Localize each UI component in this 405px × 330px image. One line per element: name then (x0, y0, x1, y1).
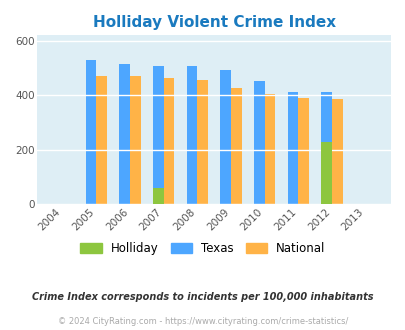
Bar (331, 99, 342, 204)
Title: Holliday Violent Crime Index: Holliday Violent Crime Index (92, 15, 335, 30)
Bar (264, 94, 275, 204)
Bar (298, 98, 308, 204)
Bar (287, 92, 298, 204)
Bar (119, 64, 130, 204)
Bar (186, 66, 197, 204)
Text: © 2024 CityRating.com - https://www.cityrating.com/crime-statistics/: © 2024 CityRating.com - https://www.city… (58, 317, 347, 326)
Bar (320, 92, 331, 204)
Bar (153, 66, 163, 204)
Bar (130, 76, 141, 204)
Bar (320, 142, 331, 204)
Bar (197, 80, 208, 204)
Bar (96, 76, 107, 204)
Bar (230, 87, 241, 204)
Bar (163, 78, 174, 204)
Bar (220, 70, 230, 204)
Legend: Holliday, Texas, National: Holliday, Texas, National (75, 237, 330, 260)
Bar (85, 60, 96, 204)
Bar (253, 81, 264, 204)
Bar (153, 188, 163, 204)
Text: Crime Index corresponds to incidents per 100,000 inhabitants: Crime Index corresponds to incidents per… (32, 292, 373, 302)
